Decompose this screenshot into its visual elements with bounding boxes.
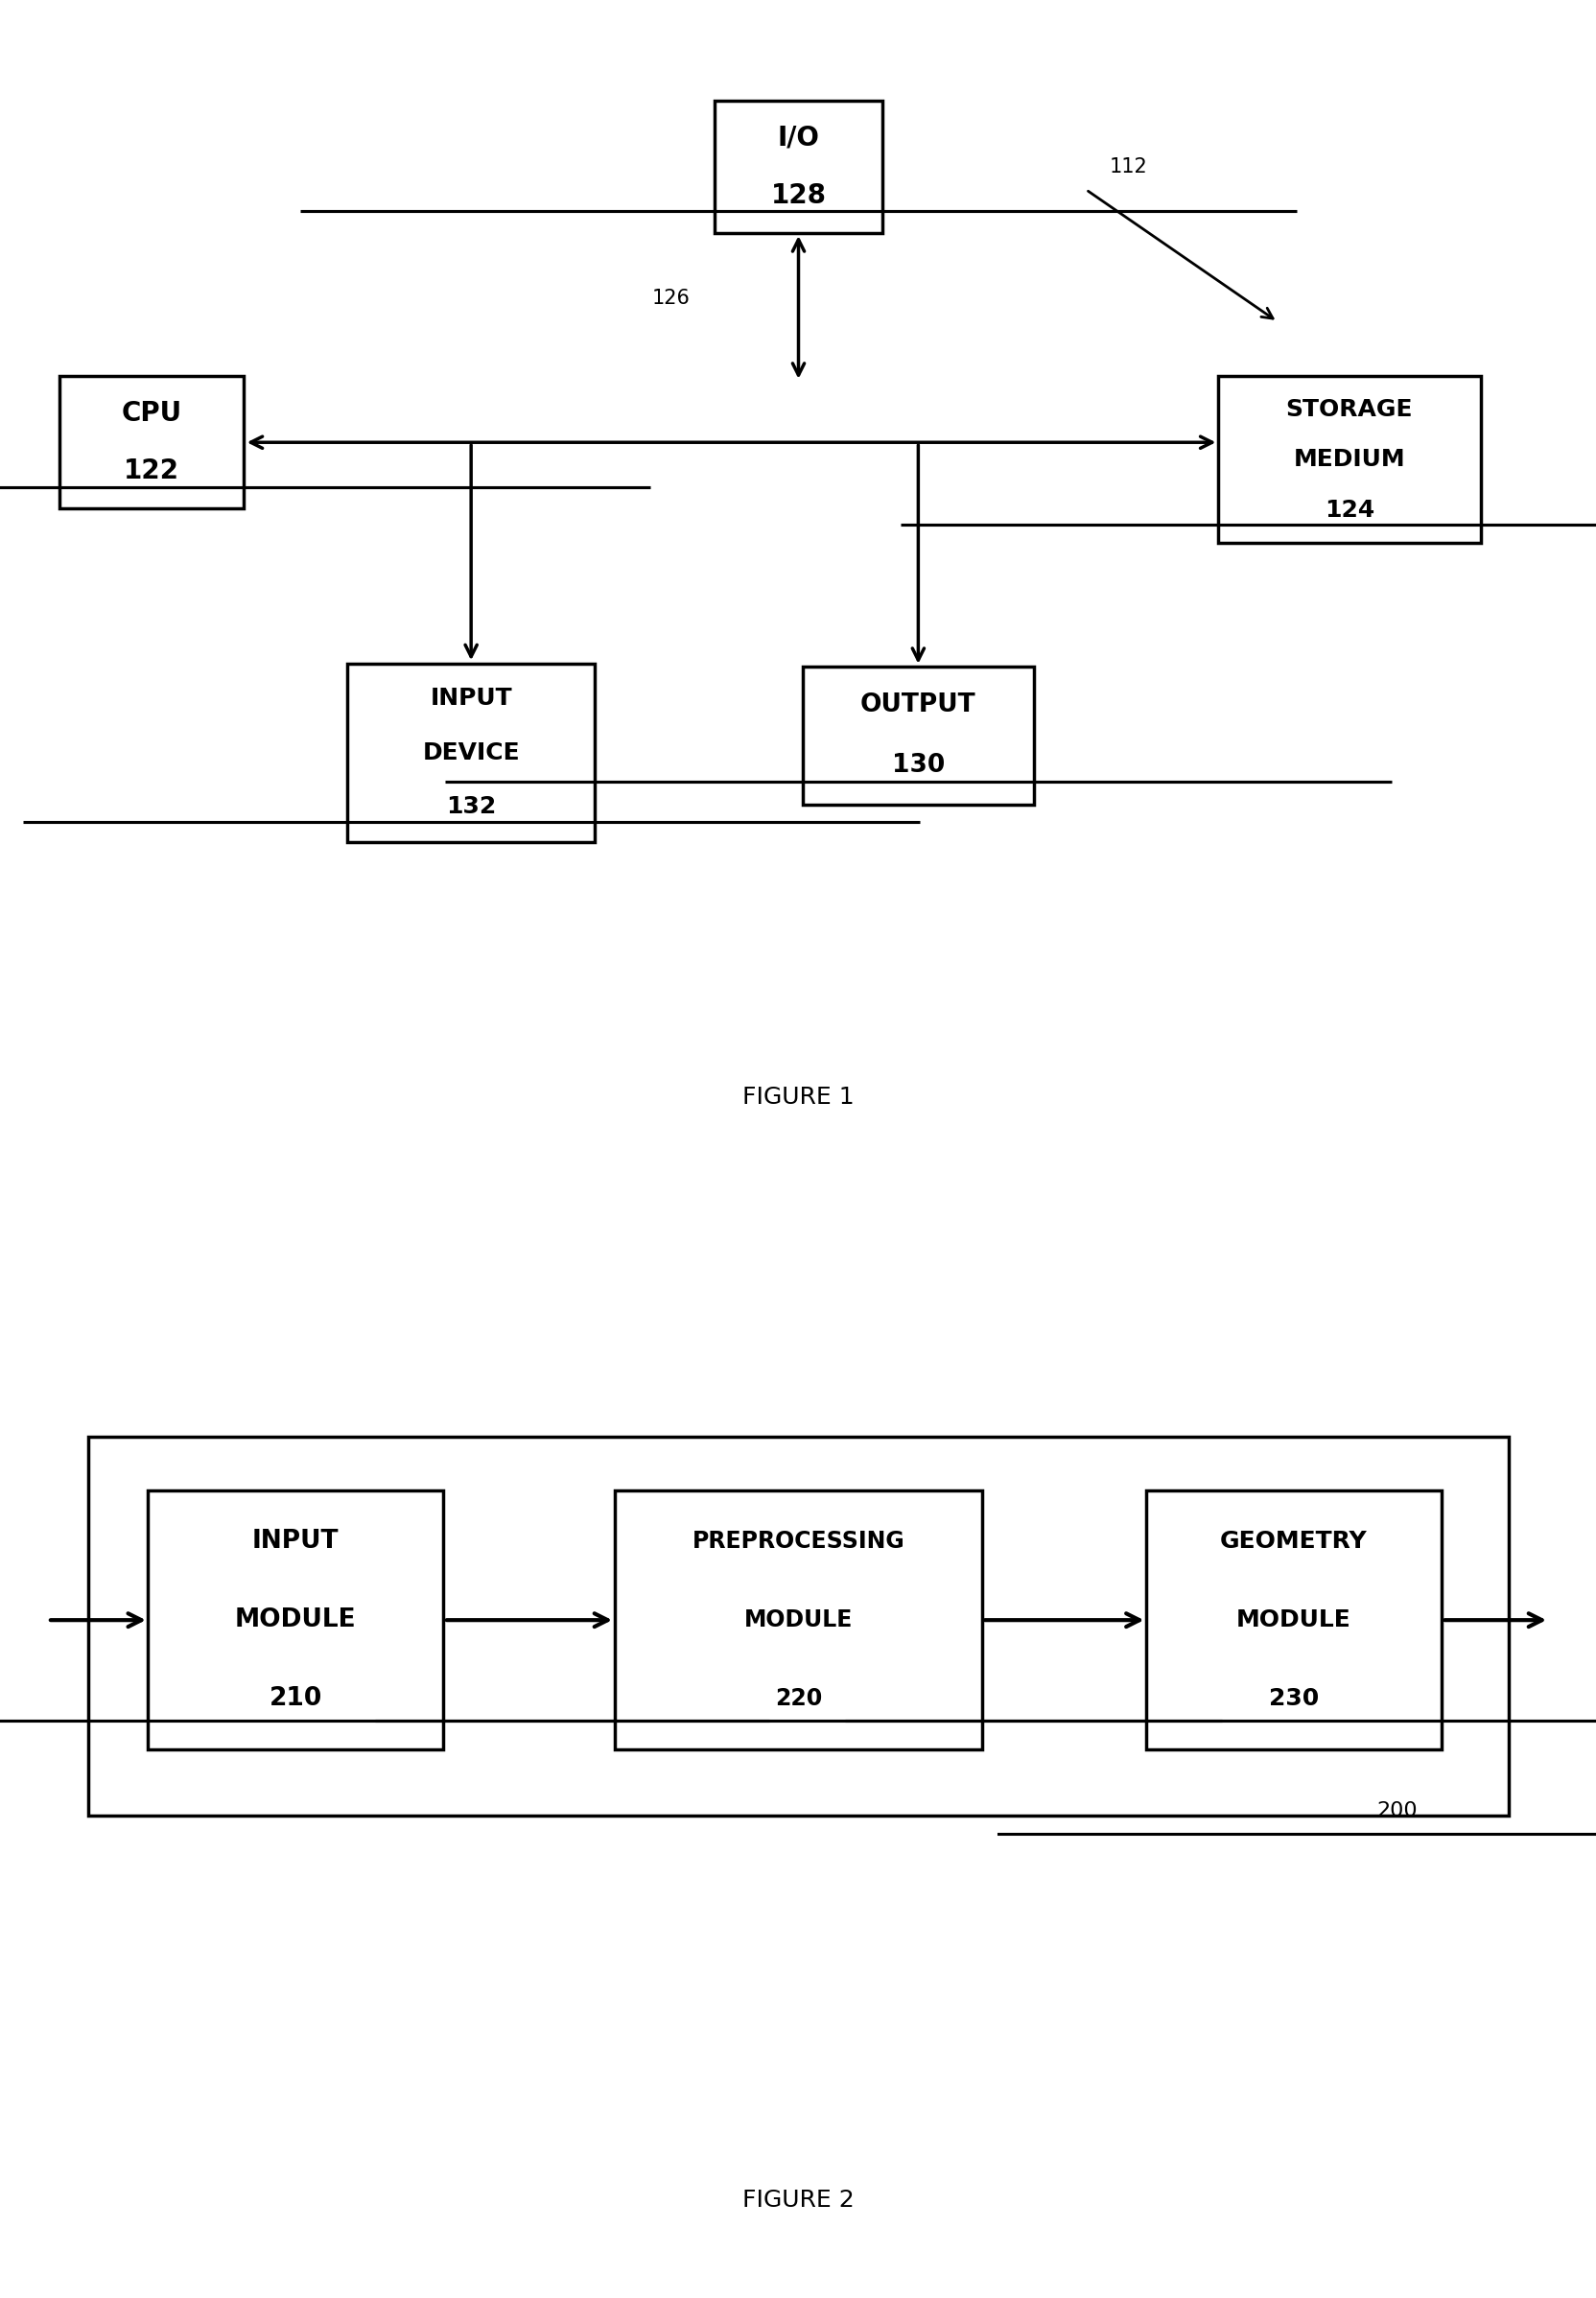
Text: FIGURE 1: FIGURE 1	[742, 1085, 854, 1110]
Text: GEOMETRY: GEOMETRY	[1219, 1530, 1366, 1553]
Bar	[713, 101, 881, 232]
Text: I/O: I/O	[777, 124, 819, 152]
Text: 230: 230	[1267, 1687, 1318, 1710]
Text: PREPROCESSING: PREPROCESSING	[691, 1530, 905, 1553]
Text: 128: 128	[771, 182, 825, 209]
Text: STORAGE: STORAGE	[1285, 398, 1412, 421]
Bar	[88, 1436, 1508, 1815]
Text: CPU: CPU	[121, 400, 182, 427]
Text: MEDIUM: MEDIUM	[1293, 448, 1404, 471]
Text: INPUT: INPUT	[429, 687, 512, 710]
Text: 122: 122	[124, 457, 179, 485]
Text: 130: 130	[891, 754, 945, 777]
Text: OUTPUT: OUTPUT	[860, 694, 975, 717]
Text: MODULE: MODULE	[235, 1609, 356, 1632]
Text: 200: 200	[1376, 1802, 1417, 1820]
Bar	[614, 1491, 982, 1749]
Bar	[1146, 1491, 1441, 1749]
Text: DEVICE: DEVICE	[421, 740, 520, 765]
Bar	[346, 664, 594, 841]
Text: FIGURE 2: FIGURE 2	[742, 2188, 854, 2213]
Text: MODULE: MODULE	[1235, 1609, 1350, 1632]
Text: MODULE: MODULE	[744, 1609, 852, 1632]
Bar	[1216, 377, 1481, 542]
Text: 220: 220	[774, 1687, 822, 1710]
Text: 124: 124	[1323, 499, 1374, 522]
Text: INPUT: INPUT	[252, 1528, 338, 1553]
Text: 126: 126	[651, 290, 689, 308]
Bar	[61, 377, 243, 508]
Text: 132: 132	[445, 795, 496, 818]
Text: 210: 210	[268, 1687, 322, 1712]
Text: 112: 112	[1109, 156, 1148, 177]
Bar	[801, 666, 1034, 804]
Bar	[147, 1491, 442, 1749]
